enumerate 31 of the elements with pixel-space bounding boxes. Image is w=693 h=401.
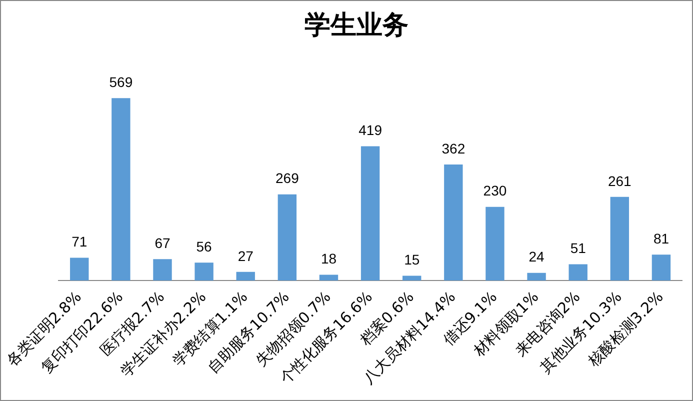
data-label: 230 (483, 182, 507, 199)
bar (360, 146, 380, 281)
data-label: 67 (154, 234, 170, 251)
data-label: 419 (358, 122, 382, 138)
bar (527, 272, 546, 281)
data-label: 18 (320, 250, 337, 267)
bar (402, 276, 422, 281)
data-label: 261 (608, 172, 632, 189)
data-label: 51 (570, 240, 586, 256)
data-label: 24 (528, 248, 545, 265)
data-label: 27 (238, 248, 254, 264)
data-label: 71 (72, 234, 88, 250)
data-label: 15 (404, 252, 420, 268)
bar (610, 196, 630, 281)
data-label: 362 (442, 140, 466, 156)
bar (278, 194, 297, 281)
bar (568, 264, 588, 281)
data-label: 569 (109, 74, 133, 90)
chart-title: 学生业务 (304, 10, 408, 40)
bar (112, 98, 130, 281)
data-label: 56 (196, 238, 212, 254)
bar (444, 164, 463, 281)
bar (153, 259, 172, 281)
bar (236, 272, 255, 281)
bar (486, 206, 504, 281)
bar (652, 254, 671, 281)
data-label: 269 (275, 170, 300, 186)
bar (319, 274, 338, 281)
bar (194, 262, 214, 281)
data-label: 81 (653, 230, 670, 246)
bar (70, 258, 89, 281)
